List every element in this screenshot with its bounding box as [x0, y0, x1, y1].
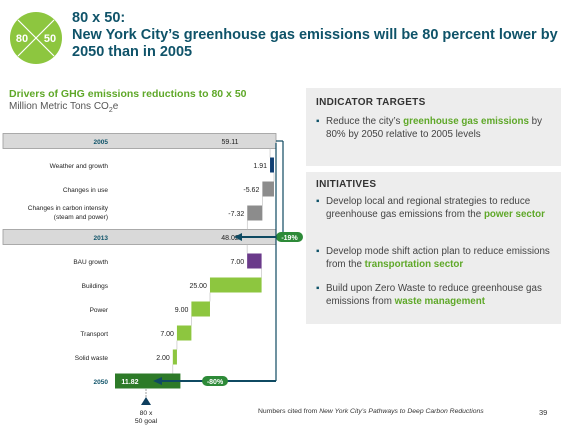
category-label: Changes in carbon intensity [28, 205, 109, 212]
initiative-bullet: ▪ Build upon Zero Waste to reduce greenh… [316, 283, 552, 308]
data-label: 59.11 [222, 139, 239, 146]
data-label: 11.82 [121, 379, 138, 386]
category-label: 2005 [94, 139, 109, 146]
initiative-text: Develop local and regional strategies to… [326, 196, 531, 220]
arrowhead-icon [234, 233, 242, 241]
initiative-bullet: ▪ Develop mode shift action plan to redu… [316, 246, 552, 271]
initiative-text: Build upon Zero Waste to reduce greenhou… [326, 283, 542, 307]
annotation-label: -19% [281, 235, 298, 242]
footnote-source: New York City’s Pathways to Deep Carbon … [319, 408, 484, 415]
data-label: 7.00 [231, 259, 245, 266]
initiative-highlight: power sector [483, 208, 545, 220]
data-label: -7.32 [228, 211, 244, 218]
goal-label: 80 x [140, 410, 153, 417]
bullet-icon: ▪ [316, 246, 320, 257]
final-bar [115, 373, 181, 389]
initiative-highlight: waste management [394, 295, 485, 307]
page-number: 39 [539, 408, 548, 417]
category-label: Transport [80, 331, 108, 338]
waterfall-bar [209, 277, 262, 293]
data-label: 1.91 [253, 163, 267, 170]
target-text: Reduce the city’s [326, 116, 404, 127]
waterfall-bar [247, 253, 262, 269]
bullet-icon: ▪ [316, 116, 320, 127]
page-title-line1: 80 x 50: [72, 10, 126, 26]
category-label: (steam and power) [54, 214, 108, 221]
chart-subtitle: Million Metric Tons CO2e [9, 101, 118, 114]
percent-badge [202, 376, 228, 386]
initiative-text: Develop mode shift action plan to reduce… [326, 246, 550, 270]
80x50-logo: 80 50 [10, 12, 62, 64]
chart-subtitle-text: Million Metric Tons CO [9, 101, 109, 112]
bullet-icon: ▪ [316, 283, 320, 294]
waterfall-bar [247, 205, 263, 221]
initiative-bullet: ▪ Develop local and regional strategies … [316, 196, 552, 221]
goal-marker-icon [141, 397, 151, 405]
goal-label: 50 goal [135, 418, 158, 425]
initiatives-panel: INITIATIVES ▪ Develop local and regional… [306, 172, 561, 324]
footnote: Numbers cited from New York City’s Pathw… [258, 408, 484, 415]
arrowhead-icon [153, 377, 162, 385]
category-label: Weather and growth [50, 163, 109, 170]
target-bullet: ▪ Reduce the city’s greenhouse gas emiss… [316, 116, 552, 141]
percent-badge [276, 232, 303, 242]
page-title-line2: New York City’s greenhouse gas emissions… [72, 27, 558, 60]
waterfall-chart: 2005 Weather and growth Changes in use Chan… [2, 133, 303, 425]
footnote-text: Numbers cited from [258, 408, 320, 415]
data-label: 48.02 [221, 235, 239, 242]
logo-text-right: 50 [44, 33, 56, 45]
indicator-targets-heading: INDICATOR TARGETS [316, 97, 426, 108]
data-label: 7.00 [160, 331, 174, 338]
chart-subtitle-suffix: e [112, 101, 119, 112]
chart-subtitle-subscript: 2 [108, 107, 113, 114]
waterfall-bar [270, 157, 274, 173]
category-label: 2013 [94, 235, 109, 242]
data-label: 2.00 [156, 355, 170, 362]
category-label: Buildings [82, 283, 109, 290]
data-label: -5.62 [243, 187, 259, 194]
annotation-label: -80% [207, 379, 224, 386]
logo-text-left: 80 [16, 33, 28, 45]
waterfall-bar [176, 325, 192, 341]
waterfall-bar [191, 301, 210, 317]
category-label: Power [90, 307, 109, 314]
target-text-end: by 80% by 2050 relative to 2005 levels [326, 116, 543, 140]
category-label: Changes in use [63, 187, 109, 194]
data-label: 9.00 [175, 307, 189, 314]
initiatives-heading: INITIATIVES [316, 179, 377, 190]
data-label: 25.00 [189, 283, 207, 290]
category-label: 2050 [94, 379, 109, 386]
indicator-targets-panel: INDICATOR TARGETS ▪ Reduce the city’s gr… [306, 88, 561, 166]
bullet-icon: ▪ [316, 196, 320, 207]
chart-title: Drivers of GHG emissions reductions to 8… [9, 88, 247, 100]
category-label: Solid waste [75, 355, 109, 362]
initiative-highlight: transportation sector [364, 258, 464, 270]
waterfall-bar [262, 181, 274, 197]
target-highlight: greenhouse gas emissions [403, 116, 529, 127]
category-label: BAU growth [73, 259, 108, 266]
waterfall-bar [172, 349, 177, 365]
